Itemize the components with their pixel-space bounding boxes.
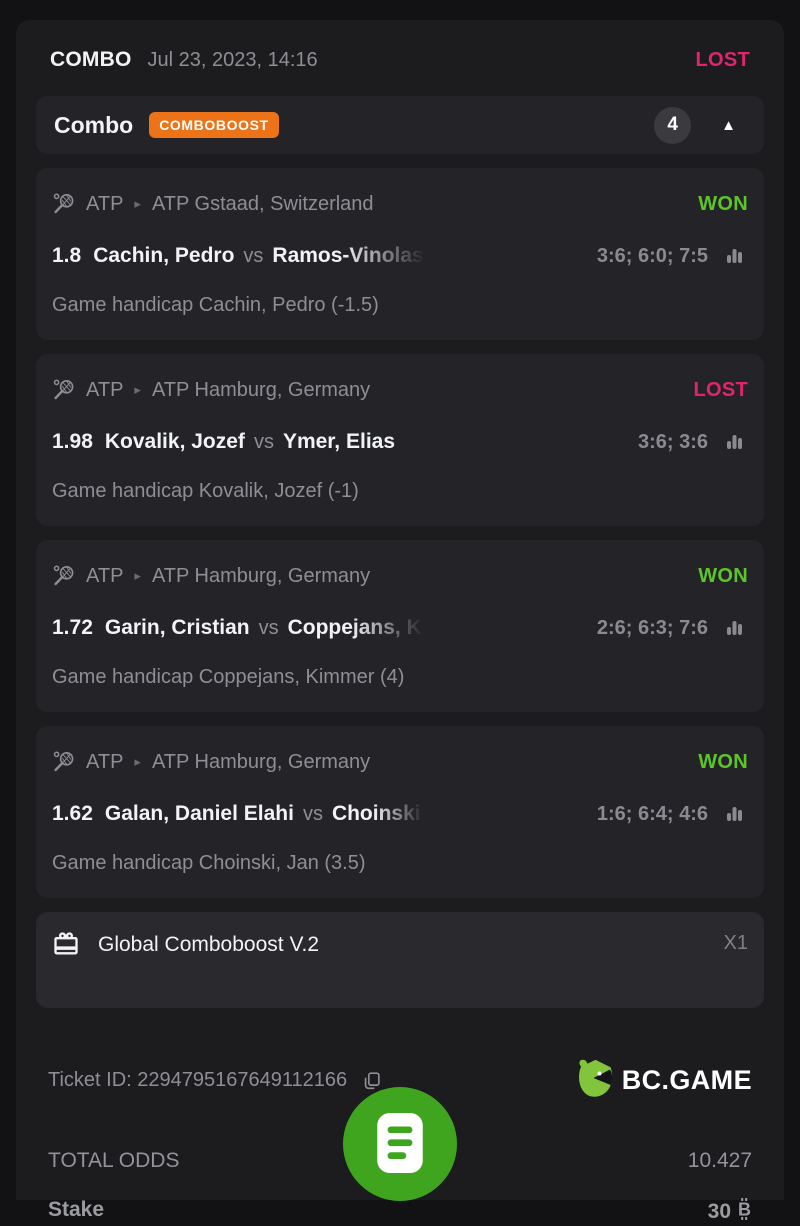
player1-name: Garin, Cristian bbox=[104, 616, 250, 639]
vs-label: vs bbox=[253, 431, 274, 453]
league-label: ATP Hamburg, Germany bbox=[151, 564, 371, 587]
odds-value: 1.8 bbox=[52, 244, 82, 267]
league-label: ATP Hamburg, Germany bbox=[151, 378, 371, 401]
bet-status-badge: WON bbox=[698, 192, 748, 215]
match-score: 3:6; 6:0; 7:5 bbox=[596, 244, 708, 267]
match-score: 3:6; 3:6 bbox=[637, 430, 708, 453]
total-odds-value: 10.427 bbox=[687, 1149, 752, 1172]
league-row: ATP ▸ ATP Hamburg, Germany LOST bbox=[52, 378, 748, 402]
bet-ticket-panel: COMBO Jul 23, 2023, 14:16 LOST Combo COM… bbox=[16, 20, 784, 1223]
match-row: 1.98 Kovalik, Jozef vs Ymer, Elias 3:6; … bbox=[52, 428, 748, 456]
sport-label: ATP bbox=[86, 564, 124, 587]
stats-icon[interactable] bbox=[720, 614, 748, 642]
player2-name: Coppejans, Ki bbox=[287, 616, 428, 639]
total-odds-row: TOTAL ODDS 10.427 bbox=[48, 1149, 752, 1173]
player2-name: Choinski, bbox=[331, 802, 427, 825]
comboboost-badge: COMBOBOOST bbox=[149, 112, 279, 138]
league-label: ATP Hamburg, Germany bbox=[151, 750, 371, 773]
match-names: Cachin, Pedro vs Ramos-Vinolas, bbox=[93, 244, 585, 268]
ticket-id-label: Ticket ID: 2294795167649112166 bbox=[48, 1069, 348, 1091]
stake-label: Stake bbox=[48, 1198, 105, 1221]
breadcrumb-chevron-icon: ▸ bbox=[134, 382, 141, 397]
match-row: 1.62 Galan, Daniel Elahi vs Choinski, 1:… bbox=[52, 800, 748, 828]
breadcrumb-chevron-icon: ▸ bbox=[134, 754, 141, 769]
league-row: ATP ▸ ATP Hamburg, Germany WON bbox=[52, 750, 748, 774]
player2-name: Ramos-Vinolas, bbox=[272, 244, 430, 267]
match-score: 1:6; 6:4; 4:6 bbox=[596, 802, 708, 825]
ticket-header: COMBO Jul 23, 2023, 14:16 LOST bbox=[16, 20, 784, 96]
tennis-racket-icon bbox=[52, 192, 76, 216]
ticket-id-row: Ticket ID: 2294795167649112166 BC.GAME bbox=[48, 1058, 752, 1103]
vs-label: vs bbox=[302, 803, 323, 825]
match-names: Galan, Daniel Elahi vs Choinski, bbox=[105, 802, 585, 826]
bcgame-logo-icon bbox=[577, 1058, 613, 1103]
bet-status-badge: WON bbox=[698, 564, 748, 587]
boost-title: Global Comboboost V.2 bbox=[98, 933, 320, 956]
market-label: Game handicap Choinski, Jan (3.5) bbox=[52, 852, 366, 874]
bet-type-label: COMBO bbox=[50, 48, 132, 71]
sport-label: ATP bbox=[86, 750, 124, 773]
boost-multiplier: X1 bbox=[723, 932, 748, 954]
bet-card[interactable]: ATP ▸ ATP Gstaad, Switzerland WON 1.8 Ca… bbox=[36, 168, 764, 340]
match-row: 1.8 Cachin, Pedro vs Ramos-Vinolas, 3:6;… bbox=[52, 242, 748, 270]
breadcrumb-chevron-icon: ▸ bbox=[134, 196, 141, 211]
market-label: Game handicap Kovalik, Jozef (-1) bbox=[52, 480, 359, 502]
breadcrumb-chevron-icon: ▸ bbox=[134, 568, 141, 583]
sport-label: ATP bbox=[86, 192, 124, 215]
betslip-icon bbox=[377, 1112, 423, 1176]
bcgame-logo: BC.GAME bbox=[577, 1058, 752, 1103]
bet-card[interactable]: ATP ▸ ATP Hamburg, Germany WON 1.72 Gari… bbox=[36, 540, 764, 712]
ticket-status-badge: LOST bbox=[695, 48, 750, 71]
odds-value: 1.98 bbox=[52, 430, 93, 453]
match-score: 2:6; 6:3; 7:6 bbox=[596, 616, 708, 639]
stake-value: 30 B bbox=[708, 1198, 752, 1226]
gift-icon bbox=[52, 930, 80, 963]
stake-row: Stake 30 B bbox=[48, 1198, 752, 1226]
odds-value: 1.72 bbox=[52, 616, 93, 639]
combo-collapse-bar[interactable]: Combo COMBOBOOST 4 ▲ bbox=[36, 96, 764, 154]
stake-amount: 30 bbox=[707, 1200, 731, 1223]
market-label: Game handicap Cachin, Pedro (-1.5) bbox=[52, 294, 379, 316]
league-row: ATP ▸ ATP Hamburg, Germany WON bbox=[52, 564, 748, 588]
betslip-button[interactable] bbox=[343, 1087, 457, 1201]
bet-status-badge: LOST bbox=[693, 378, 748, 401]
chevron-up-icon[interactable]: ▲ bbox=[721, 116, 736, 134]
sport-label: ATP bbox=[86, 378, 124, 401]
bet-status-badge: WON bbox=[698, 750, 748, 773]
bet-card[interactable]: ATP ▸ ATP Hamburg, Germany LOST 1.98 Kov… bbox=[36, 354, 764, 526]
player1-name: Galan, Daniel Elahi bbox=[104, 802, 294, 825]
selections-count-badge: 4 bbox=[654, 106, 692, 144]
player2-name: Ymer, Elias bbox=[282, 430, 396, 453]
stats-icon[interactable] bbox=[720, 800, 748, 828]
player1-name: Kovalik, Jozef bbox=[104, 430, 245, 453]
player1-name: Cachin, Pedro bbox=[93, 244, 235, 267]
bcgame-logo-text: BC.GAME bbox=[621, 1065, 752, 1095]
combo-title: Combo bbox=[54, 111, 134, 138]
stats-icon[interactable] bbox=[720, 428, 748, 456]
league-label: ATP Gstaad, Switzerland bbox=[151, 192, 374, 215]
bet-datetime: Jul 23, 2023, 14:16 bbox=[147, 48, 318, 71]
comboboost-bonus-card: Global Comboboost V.2 X1 bbox=[36, 912, 764, 1008]
tennis-racket-icon bbox=[52, 564, 76, 588]
btc-symbol-icon: B bbox=[737, 1198, 752, 1226]
match-names: Kovalik, Jozef vs Ymer, Elias bbox=[105, 430, 626, 454]
tennis-racket-icon bbox=[52, 750, 76, 774]
match-row: 1.72 Garin, Cristian vs Coppejans, Ki 2:… bbox=[52, 614, 748, 642]
market-label: Game handicap Coppejans, Kimmer (4) bbox=[52, 666, 405, 688]
tennis-racket-icon bbox=[52, 378, 76, 402]
match-names: Garin, Cristian vs Coppejans, Ki bbox=[105, 616, 585, 640]
vs-label: vs bbox=[258, 617, 279, 639]
stats-icon[interactable] bbox=[720, 242, 748, 270]
odds-value: 1.62 bbox=[52, 802, 93, 825]
vs-label: vs bbox=[243, 245, 264, 267]
total-odds-label: TOTAL ODDS bbox=[48, 1149, 180, 1172]
league-row: ATP ▸ ATP Gstaad, Switzerland WON bbox=[52, 192, 748, 216]
bet-card[interactable]: ATP ▸ ATP Hamburg, Germany WON 1.62 Gala… bbox=[36, 726, 764, 898]
svg-text:B: B bbox=[738, 1200, 751, 1220]
copy-icon[interactable] bbox=[359, 1068, 385, 1094]
